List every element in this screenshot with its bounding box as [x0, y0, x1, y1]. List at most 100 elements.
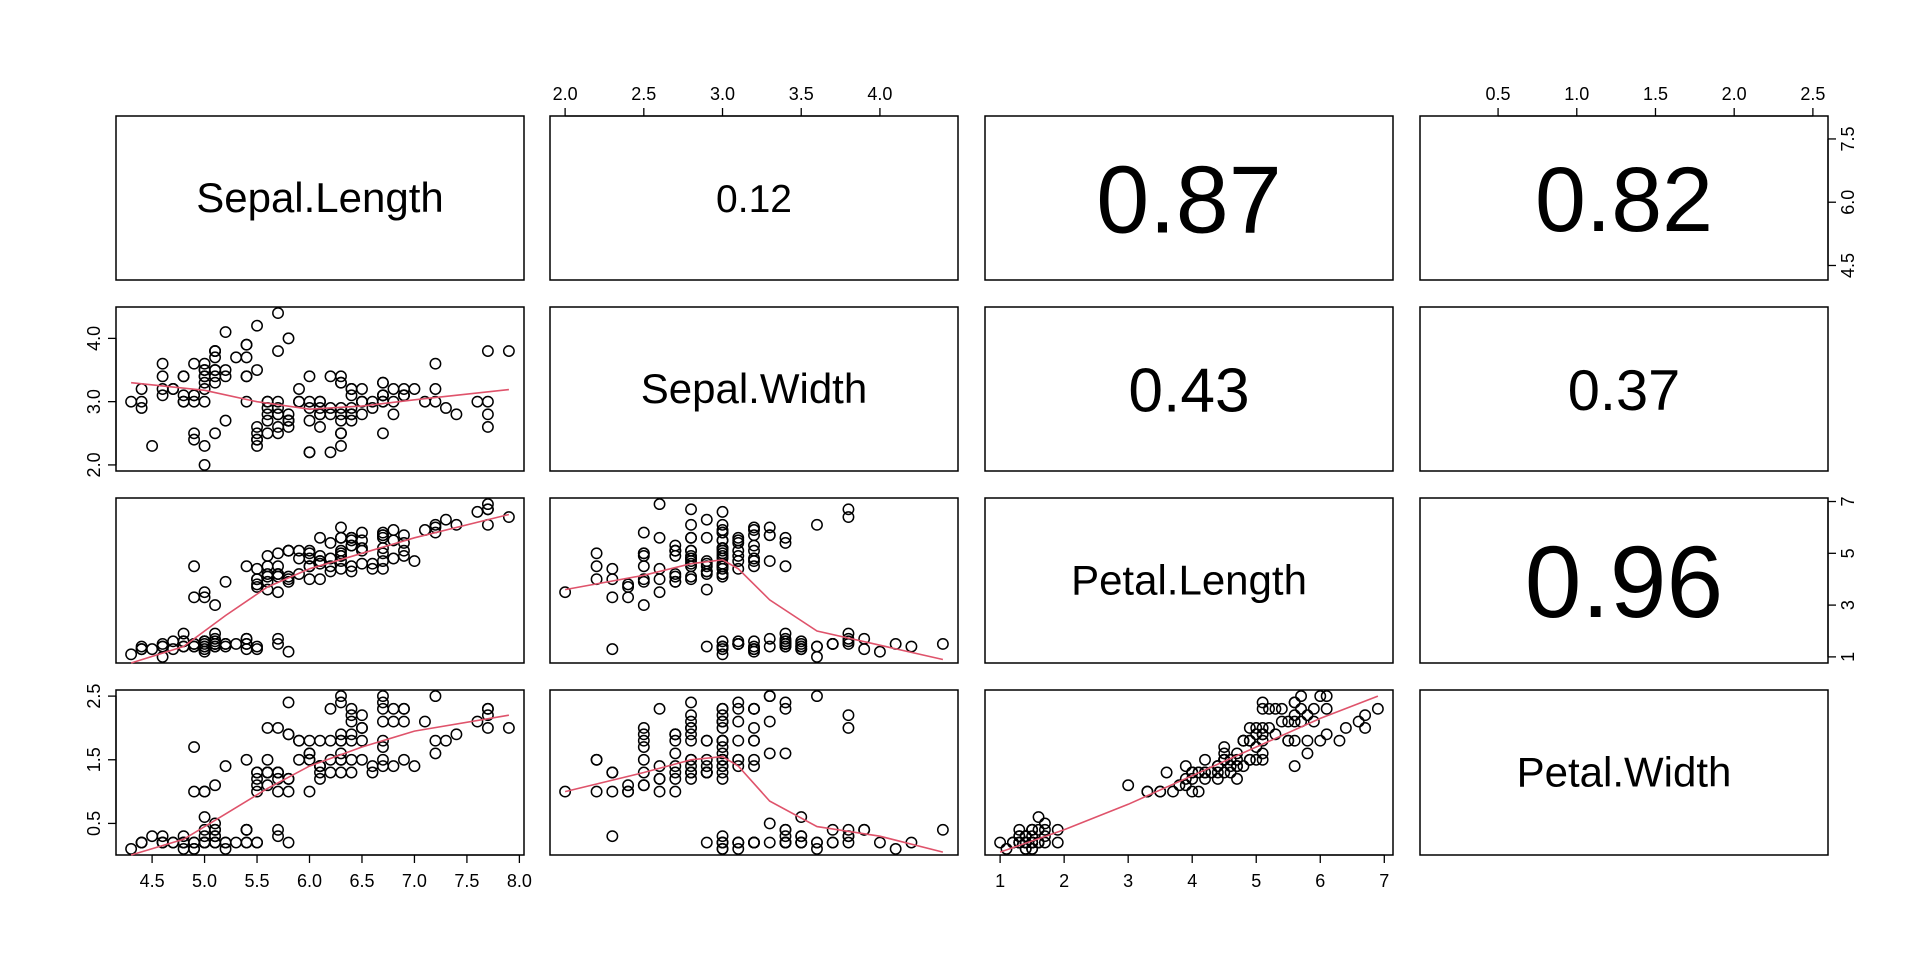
data-point [637, 599, 650, 612]
tick-label: 2.5 [1800, 84, 1825, 104]
data-point [1288, 734, 1301, 747]
data-point [209, 779, 222, 792]
data-point [653, 702, 666, 715]
data-point [716, 836, 729, 849]
data-point [272, 632, 284, 645]
data-point [450, 728, 463, 741]
data-point [230, 637, 242, 650]
data-point [873, 645, 886, 658]
data-point [1192, 785, 1205, 798]
data-point [408, 383, 421, 395]
panel-frame [549, 306, 959, 472]
data-point [716, 772, 729, 785]
data-point [293, 753, 305, 766]
data-point [481, 498, 494, 511]
data-point [272, 830, 284, 843]
data-point [188, 433, 201, 446]
data-point [1269, 702, 1282, 715]
data-point [637, 547, 650, 560]
data-point [653, 772, 666, 785]
data-point [1256, 721, 1269, 734]
data-point [732, 696, 745, 709]
data-point [622, 591, 635, 604]
data-point [282, 645, 295, 658]
data-point [377, 753, 389, 766]
data-point [135, 402, 148, 414]
data-point [637, 741, 650, 753]
data-point [653, 573, 666, 586]
data-point [251, 439, 263, 452]
data-point [858, 643, 871, 656]
data-point [1122, 779, 1135, 792]
data-point [502, 345, 515, 357]
data-point [387, 552, 400, 565]
data-point [188, 842, 201, 855]
smoother-line [130, 714, 510, 856]
data-point [1307, 702, 1320, 715]
data-point [135, 836, 148, 849]
data-point [1263, 721, 1275, 734]
data-point [209, 370, 222, 383]
data-point [377, 427, 389, 440]
data-point [261, 408, 274, 421]
data-point [198, 395, 211, 408]
data-point [502, 721, 515, 734]
data-point [356, 734, 368, 747]
data-point [1231, 760, 1243, 773]
data-point [622, 785, 635, 798]
data-point [1256, 753, 1269, 766]
data-point [251, 562, 263, 575]
data-point [387, 524, 400, 536]
data-point [272, 721, 284, 734]
data-point [481, 408, 494, 421]
panel-frame [115, 115, 525, 281]
data-point [303, 414, 316, 427]
data-point [1019, 836, 1032, 849]
data-point [763, 817, 776, 830]
data-point [1243, 753, 1256, 766]
tick-label: 1 [1838, 652, 1858, 662]
tick-label: 1.5 [1643, 84, 1668, 104]
data-point [377, 547, 389, 560]
data-point [345, 734, 358, 747]
tick-label: 3 [1123, 871, 1133, 891]
data-point [732, 836, 745, 849]
data-point [606, 591, 619, 604]
data-point [1013, 830, 1026, 843]
data-point [716, 702, 729, 715]
data-point [377, 690, 389, 703]
data-point [377, 389, 389, 402]
data-point [994, 836, 1007, 849]
data-point [481, 345, 494, 357]
data-point [1186, 785, 1199, 798]
data-point [272, 402, 284, 414]
data-point [429, 383, 442, 395]
data-point [209, 836, 222, 849]
data-point [763, 555, 776, 568]
data-point [377, 376, 389, 389]
data-point [905, 640, 918, 653]
data-point [716, 830, 729, 843]
data-point [1019, 830, 1032, 843]
data-point [324, 537, 337, 549]
data-point [669, 568, 682, 580]
data-point [1256, 734, 1269, 747]
data-point [324, 766, 337, 779]
data-point [282, 785, 295, 798]
data-point [251, 427, 263, 440]
data-point [502, 511, 515, 524]
data-point [156, 640, 169, 653]
data-point [795, 811, 808, 824]
tick-label: 5 [1251, 871, 1261, 891]
data-point [230, 351, 242, 364]
data-point [398, 544, 410, 557]
panel-frame [984, 115, 1394, 281]
data-point [156, 383, 169, 395]
data-point [1371, 702, 1384, 715]
panel-frame [1419, 306, 1829, 472]
data-point [700, 753, 713, 766]
tick-label: 5 [1838, 548, 1858, 558]
data-point [1192, 766, 1205, 779]
data-point [1237, 734, 1250, 747]
data-point [716, 635, 729, 648]
